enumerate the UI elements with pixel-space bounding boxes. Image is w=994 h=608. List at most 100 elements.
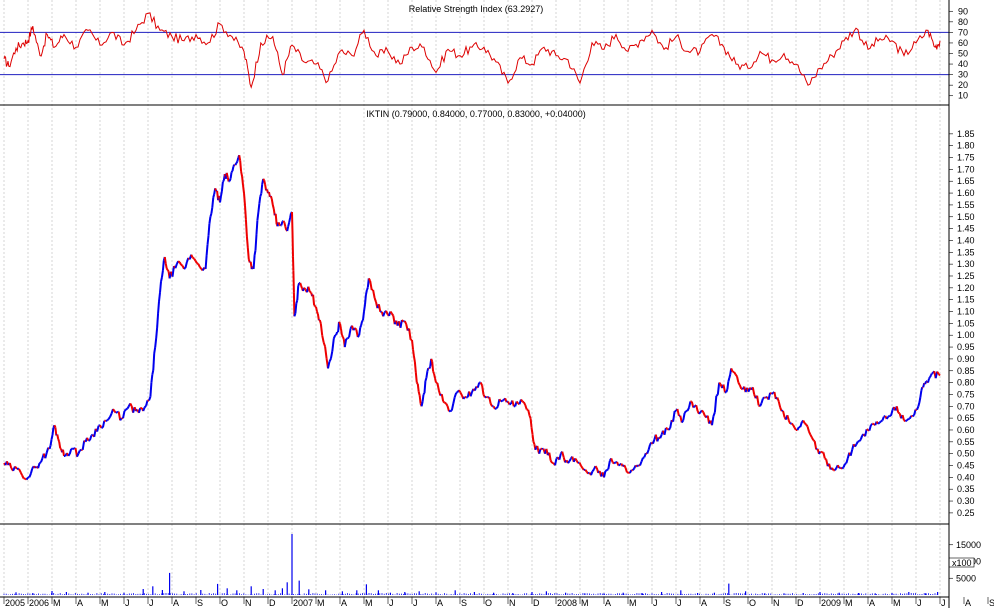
price-segment xyxy=(420,401,424,407)
price-segment xyxy=(831,467,835,471)
price-tick-label: 1.70 xyxy=(957,164,975,174)
price-y-axis: 0.25 0.30 0.35 0.400.45 0.50 0.55 0.60 0.65 0.70… xyxy=(949,129,975,518)
price-panel: IKTIN (0.79000, 0.84000, 0.77000, 0.8300… xyxy=(3,109,975,518)
price-segment xyxy=(57,438,61,443)
price-segment xyxy=(338,321,341,324)
price-tick-label: 0.65 xyxy=(957,413,975,423)
price-segment xyxy=(180,263,184,267)
price-segment xyxy=(524,404,528,410)
price-segment xyxy=(277,222,281,226)
price-segment xyxy=(8,462,13,469)
price-segment xyxy=(423,381,427,393)
time-axis-label: J xyxy=(941,598,946,608)
time-axis: 2005 2006 M A M J J A S O N D 2007 M A M J J A S O N D 2008 M A M J… xyxy=(3,597,994,608)
price-segment xyxy=(810,436,815,441)
price-segment xyxy=(424,377,428,382)
time-axis-label: 2006 xyxy=(29,598,49,608)
price-segment xyxy=(607,460,611,470)
price-segment xyxy=(762,396,765,400)
price-segment xyxy=(369,280,373,291)
price-segment xyxy=(356,334,361,338)
price-segment xyxy=(737,382,741,386)
price-segment xyxy=(382,311,386,317)
price-segment xyxy=(842,463,846,468)
price-tick-label: 1.85 xyxy=(957,129,975,139)
price-segment xyxy=(669,419,673,429)
price-segment xyxy=(166,269,170,272)
price-segment xyxy=(849,449,854,456)
price-segment xyxy=(790,422,794,426)
price-segment xyxy=(702,411,706,417)
price-segment xyxy=(802,420,806,424)
price-segment xyxy=(912,414,915,418)
price-segment xyxy=(711,416,715,426)
price-segment xyxy=(520,398,524,403)
price-tick-label: 1.25 xyxy=(957,271,975,281)
price-segment xyxy=(377,304,382,312)
price-segment xyxy=(316,311,319,315)
time-axis-label: J xyxy=(125,598,130,608)
price-segment xyxy=(115,411,118,414)
time-axis-label: S xyxy=(989,598,994,608)
price-segment xyxy=(183,267,186,270)
price-tick-label: 1.30 xyxy=(957,259,975,269)
time-axis-label: 2009 xyxy=(821,598,841,608)
price-segment xyxy=(165,267,169,271)
price-segment xyxy=(312,294,316,306)
time-axis-label: A xyxy=(341,598,347,608)
price-segment xyxy=(361,319,364,322)
time-axis-label: J xyxy=(389,598,394,608)
volume-bars xyxy=(3,534,939,595)
price-segment xyxy=(836,464,841,469)
price-tick-label: 1.55 xyxy=(957,200,975,210)
price-segment xyxy=(259,193,263,197)
price-segment xyxy=(808,431,812,436)
price-segment xyxy=(414,372,418,383)
price-tick-label: 0.95 xyxy=(957,342,975,352)
price-segment xyxy=(482,394,486,398)
time-axis-label: J xyxy=(677,598,682,608)
price-segment xyxy=(905,419,908,422)
price-segment xyxy=(360,320,364,326)
price-segment xyxy=(908,415,913,420)
time-axis-label: 2007 xyxy=(293,598,313,608)
price-segment xyxy=(242,184,245,194)
price-segment xyxy=(528,415,532,419)
price-segment xyxy=(119,417,123,421)
price-segment xyxy=(462,396,466,400)
price-segment xyxy=(62,449,65,457)
price-segment xyxy=(509,402,512,406)
rsi-panel: Relative Strength Index (63.2927) 102030… xyxy=(0,4,968,101)
price-segment xyxy=(920,387,924,392)
price-segment xyxy=(924,381,928,385)
time-axis-label: D xyxy=(269,598,276,608)
price-segment xyxy=(436,382,440,391)
price-segment xyxy=(577,461,580,465)
price-segment xyxy=(738,384,743,390)
price-tick-label: 1.20 xyxy=(957,283,975,293)
price-segment xyxy=(98,424,101,427)
price-segment xyxy=(316,313,320,321)
price-segment xyxy=(292,292,296,317)
price-segment xyxy=(413,361,417,373)
price-segment xyxy=(672,410,676,422)
price-segment xyxy=(174,263,178,269)
price-segment xyxy=(129,402,133,407)
price-segment xyxy=(532,441,536,445)
price-segment xyxy=(209,213,213,218)
price-segment xyxy=(590,470,594,476)
price-segment xyxy=(726,381,730,390)
price-segment xyxy=(408,328,412,340)
price-segment xyxy=(40,458,44,463)
price-segment xyxy=(303,287,307,291)
price-segment xyxy=(507,401,511,405)
price-tick-label: 0.55 xyxy=(957,437,975,447)
price-tick-label: 0.35 xyxy=(957,484,975,494)
price-segment xyxy=(99,424,103,429)
rsi-tick-label: 20 xyxy=(958,80,968,90)
price-segment xyxy=(197,263,201,268)
price-segment xyxy=(293,312,297,317)
price-segment xyxy=(824,457,827,461)
price-segment xyxy=(803,422,807,426)
price-segment xyxy=(294,303,298,314)
